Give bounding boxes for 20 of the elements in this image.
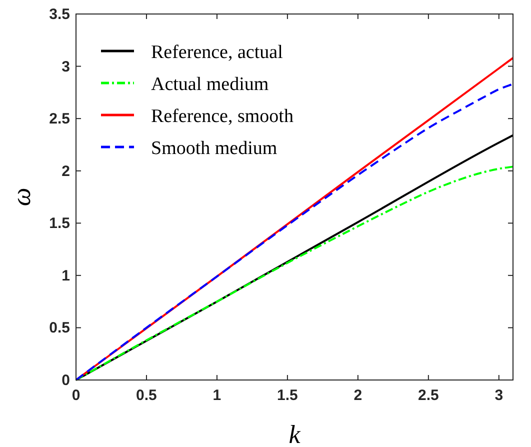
y-axis-title: ω <box>7 188 36 206</box>
x-axis-title: k <box>288 420 301 447</box>
x-tick-label: 1.5 <box>277 387 298 404</box>
legend-label: Reference, smooth <box>151 106 294 127</box>
y-tick-label: 3 <box>62 58 70 76</box>
x-tick-label: 2.5 <box>418 387 439 404</box>
y-tick-label: 2.5 <box>49 110 70 128</box>
x-tick-label: 2 <box>354 387 362 404</box>
x-tick-label: 0.5 <box>136 387 157 404</box>
y-tick-label: 2 <box>62 162 70 180</box>
x-tick-label: 1 <box>212 387 222 404</box>
y-tick-label: 1 <box>62 267 70 284</box>
y-tick-label: 0 <box>62 372 70 389</box>
legend-label: Reference, actual <box>151 42 283 63</box>
x-tick-label: 3 <box>494 387 504 404</box>
y-tick-label: 3.5 <box>49 6 70 23</box>
y-tick-label: 0.5 <box>49 320 70 337</box>
legend-label: Smooth medium <box>151 138 278 159</box>
legend-label: Actual medium <box>151 74 269 95</box>
y-tick-label: 1.5 <box>49 215 70 232</box>
